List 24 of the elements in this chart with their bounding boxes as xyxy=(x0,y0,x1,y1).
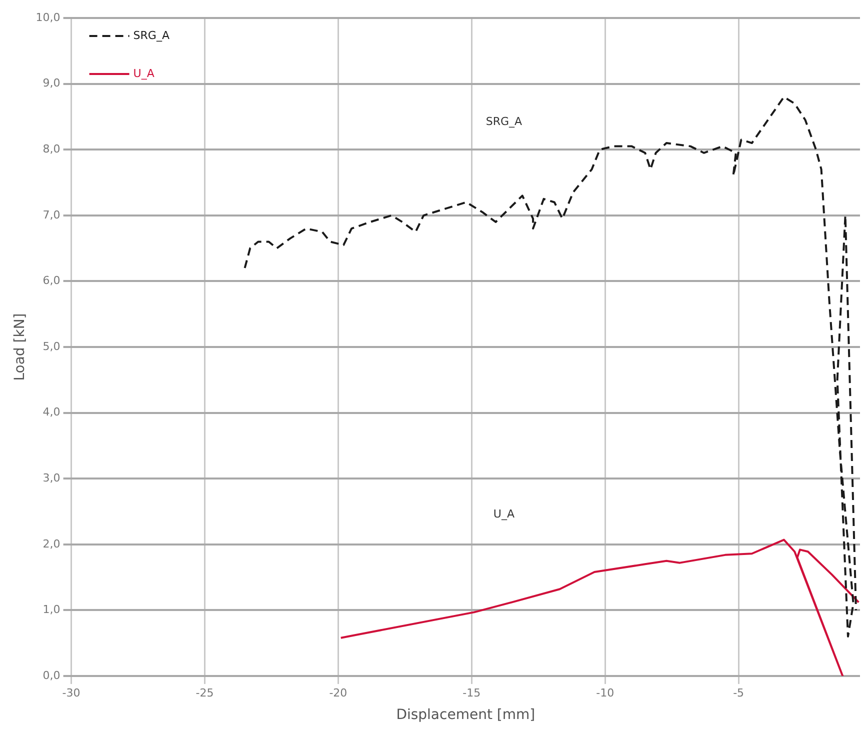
x-tick-label: -25 xyxy=(196,686,214,700)
annotation: U_A xyxy=(493,508,515,521)
y-tick-label: 6,0 xyxy=(42,274,60,288)
x-tick-label: -20 xyxy=(329,686,348,700)
line-series xyxy=(244,96,857,638)
y-tick-label: 4,0 xyxy=(42,406,60,419)
y-tick-label: 9,0 xyxy=(42,76,60,90)
y-tick-label: 8,0 xyxy=(42,142,60,156)
x-tick-label: -10 xyxy=(596,686,614,700)
y-axis-title: Load [kN] xyxy=(12,313,28,381)
x-axis-title: Displacement [mm] xyxy=(396,707,536,724)
legend-label: SRG_A xyxy=(133,28,170,42)
y-tick-label: 5,0 xyxy=(42,340,60,353)
legend-label: U_A xyxy=(133,66,155,80)
y-tick-label: 2,0 xyxy=(42,537,60,550)
y-tick-label: 7,0 xyxy=(42,208,60,222)
y-tick-label: 3,0 xyxy=(42,471,60,484)
y-tick-label: 0,0 xyxy=(42,668,60,682)
y-tick-label: 10,0 xyxy=(36,10,60,24)
annotation: SRG_A xyxy=(486,114,522,128)
x-tick-label: -15 xyxy=(462,686,481,700)
x-tick-label: -30 xyxy=(62,686,80,700)
y-tick-label: 1,0 xyxy=(42,603,60,616)
x-tick-label: -5 xyxy=(733,686,744,700)
